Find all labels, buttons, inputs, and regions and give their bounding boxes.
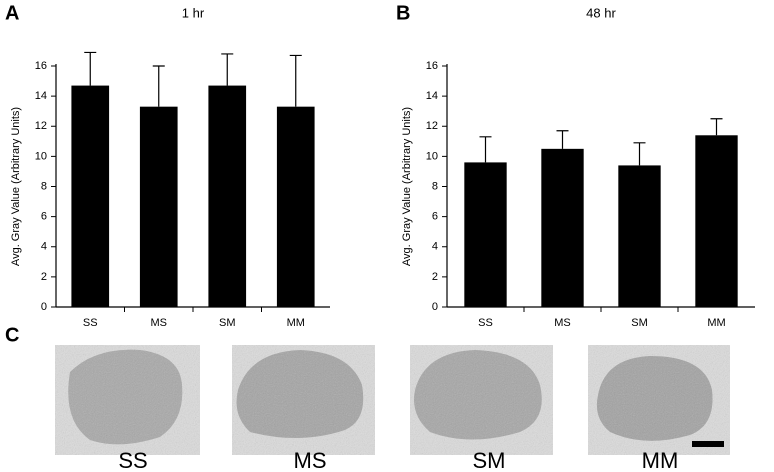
error-bar	[84, 51, 97, 86]
y-tick-label: 0	[41, 301, 47, 313]
bar	[464, 162, 507, 307]
y-tick-label: 2	[41, 271, 47, 283]
panel-label: A	[5, 2, 19, 24]
y-tick-label: 16	[35, 60, 47, 72]
micrograph	[55, 345, 200, 455]
error-bar	[289, 54, 302, 107]
x-tick-label: SM	[631, 317, 648, 329]
y-tick-label: 4	[432, 241, 438, 253]
x-tick-label: MM	[287, 317, 305, 329]
error-bar	[152, 65, 165, 107]
panel-label: C	[5, 324, 19, 346]
error-bar	[479, 136, 492, 163]
y-tick-label: 0	[432, 301, 438, 313]
y-axis-label: Avg. Gray Value (Arbitrary Units)	[401, 107, 413, 266]
y-tick-label: 4	[41, 241, 47, 253]
error-bar	[633, 142, 646, 166]
x-tick-label: MM	[707, 317, 725, 329]
x-tick-label: MS	[151, 317, 168, 329]
error-bar	[556, 130, 569, 149]
micrograph	[588, 345, 730, 455]
y-axis-label: Avg. Gray Value (Arbitrary Units)	[10, 107, 22, 266]
bar	[695, 135, 738, 307]
y-tick-label: 10	[35, 150, 47, 162]
y-tick-label: 6	[432, 211, 438, 223]
y-tick-label: 14	[426, 90, 438, 102]
bar	[208, 85, 247, 307]
error-bar	[221, 53, 234, 86]
y-tick-label: 16	[426, 60, 438, 72]
y-tick-label: 8	[432, 180, 438, 192]
x-tick-label: SM	[219, 317, 236, 329]
x-tick-label: SS	[83, 317, 98, 329]
image-label: SS	[118, 448, 147, 472]
bar	[541, 148, 584, 307]
bar	[139, 106, 178, 307]
y-tick-label: 12	[35, 120, 47, 132]
error-bar	[710, 118, 723, 136]
x-tick-label: SS	[478, 317, 493, 329]
panel-label: B	[396, 2, 410, 24]
chart-title: 1 hr	[182, 5, 205, 20]
y-tick-label: 12	[426, 120, 438, 132]
image-label: SM	[473, 448, 506, 472]
micrograph	[410, 345, 553, 455]
bar	[276, 106, 315, 307]
scale-bar	[692, 441, 724, 447]
micrograph	[232, 345, 375, 455]
y-tick-label: 10	[426, 150, 438, 162]
bar	[71, 85, 110, 307]
bar	[618, 165, 661, 307]
chart-title: 48 hr	[586, 5, 616, 20]
y-tick-label: 14	[35, 90, 47, 102]
x-tick-label: MS	[554, 317, 571, 329]
y-tick-label: 6	[41, 211, 47, 223]
y-tick-label: 8	[41, 180, 47, 192]
y-tick-label: 2	[432, 271, 438, 283]
image-label: MM	[642, 448, 679, 472]
micrograph-panel	[55, 345, 730, 455]
image-label: MS	[294, 448, 327, 472]
